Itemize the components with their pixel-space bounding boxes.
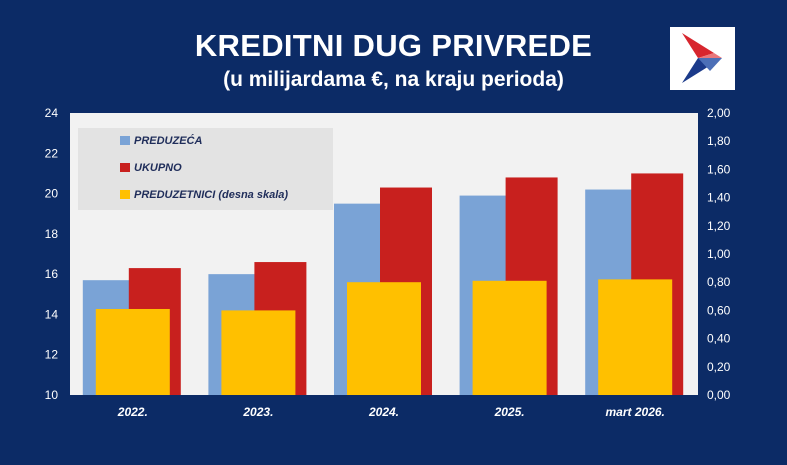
legend-label: PREDUZETNICI (desna skala): [134, 189, 288, 201]
x-tick-label: 2025.: [494, 405, 525, 419]
y-left-tick-label: 18: [45, 227, 59, 241]
bar-preduzetnici: [347, 282, 421, 395]
y-right-tick-label: 1,80: [707, 134, 731, 148]
bar-preduzetnici: [472, 280, 547, 395]
x-tick-label: mart 2026.: [606, 405, 665, 419]
y-left-tick-label: 14: [45, 307, 59, 321]
x-tick-label: 2024.: [368, 405, 399, 419]
chart-title: KREDITNI DUG PRIVREDE: [194, 28, 593, 63]
y-right-tick-label: 1,40: [707, 191, 731, 205]
legend-label: UKUPNO: [134, 162, 182, 174]
y-left-tick-label: 16: [45, 267, 59, 281]
legend-label: PREDUZEĆA: [134, 134, 203, 147]
legend-swatch: [120, 190, 130, 199]
legend: PREDUZEĆA UKUPNO PREDUZETNICI (desna skala…: [78, 128, 333, 210]
y-right-tick-label: 0,00: [707, 388, 731, 402]
legend-swatch: [120, 163, 130, 172]
bar-preduzetnici: [598, 279, 673, 395]
bank-logo-icon: [670, 27, 735, 90]
y-right-tick-label: 1,00: [707, 247, 731, 261]
y-left-tick-label: 12: [45, 348, 59, 362]
y-right-tick-label: 2,00: [707, 106, 731, 120]
y-left-tick-label: 10: [45, 388, 59, 402]
y-right-tick-label: 0,20: [707, 360, 731, 374]
y-right-tick-label: 0,60: [707, 303, 731, 317]
y-left-tick-label: 24: [45, 106, 59, 120]
x-tick-label: 2022.: [117, 405, 148, 419]
x-tick-label: 2023.: [242, 405, 273, 419]
y-right-tick-label: 1,20: [707, 219, 731, 233]
bar-preduzetnici: [221, 310, 296, 395]
y-right-tick-label: 0,80: [707, 275, 731, 289]
legend-swatch: [120, 136, 130, 145]
chart-subtitle: (u milijardama €, na kraju perioda): [223, 68, 564, 91]
y-left-tick-label: 20: [45, 187, 59, 201]
y-left-tick-label: 22: [45, 146, 59, 160]
y-right-tick-label: 1,60: [707, 162, 731, 176]
bar-preduzetnici: [95, 308, 170, 395]
y-right-tick-label: 0,40: [707, 332, 731, 346]
